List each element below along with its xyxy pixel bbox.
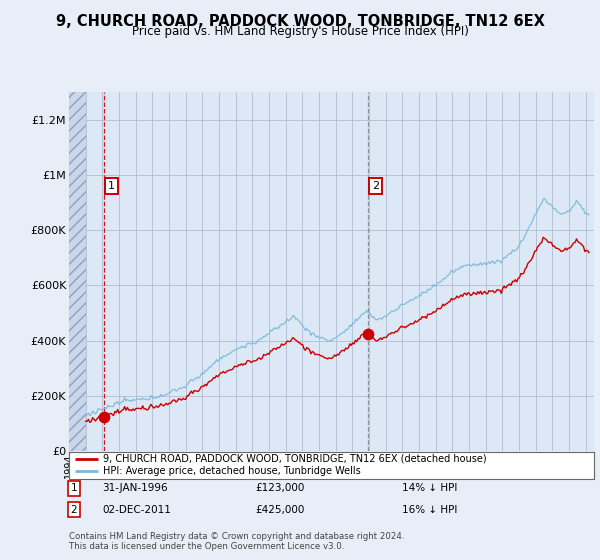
Text: 2: 2: [70, 505, 77, 515]
Text: £123,000: £123,000: [255, 483, 304, 493]
Text: 9, CHURCH ROAD, PADDOCK WOOD, TONBRIDGE, TN12 6EX (detached house): 9, CHURCH ROAD, PADDOCK WOOD, TONBRIDGE,…: [103, 454, 487, 464]
Text: 02-DEC-2011: 02-DEC-2011: [102, 505, 171, 515]
Text: 1: 1: [70, 483, 77, 493]
Text: 9, CHURCH ROAD, PADDOCK WOOD, TONBRIDGE, TN12 6EX: 9, CHURCH ROAD, PADDOCK WOOD, TONBRIDGE,…: [56, 14, 544, 29]
Point: [99, 412, 109, 421]
Text: 14% ↓ HPI: 14% ↓ HPI: [402, 483, 457, 493]
Text: 2: 2: [372, 181, 379, 191]
Bar: [69, 92, 86, 451]
Text: 1: 1: [108, 181, 115, 191]
Text: Price paid vs. HM Land Registry's House Price Index (HPI): Price paid vs. HM Land Registry's House …: [131, 25, 469, 38]
Text: 31-JAN-1996: 31-JAN-1996: [102, 483, 167, 493]
Point: [363, 329, 373, 338]
Text: £425,000: £425,000: [255, 505, 304, 515]
Text: Contains HM Land Registry data © Crown copyright and database right 2024.
This d: Contains HM Land Registry data © Crown c…: [69, 532, 404, 552]
Text: 16% ↓ HPI: 16% ↓ HPI: [402, 505, 457, 515]
Text: HPI: Average price, detached house, Tunbridge Wells: HPI: Average price, detached house, Tunb…: [103, 466, 361, 476]
